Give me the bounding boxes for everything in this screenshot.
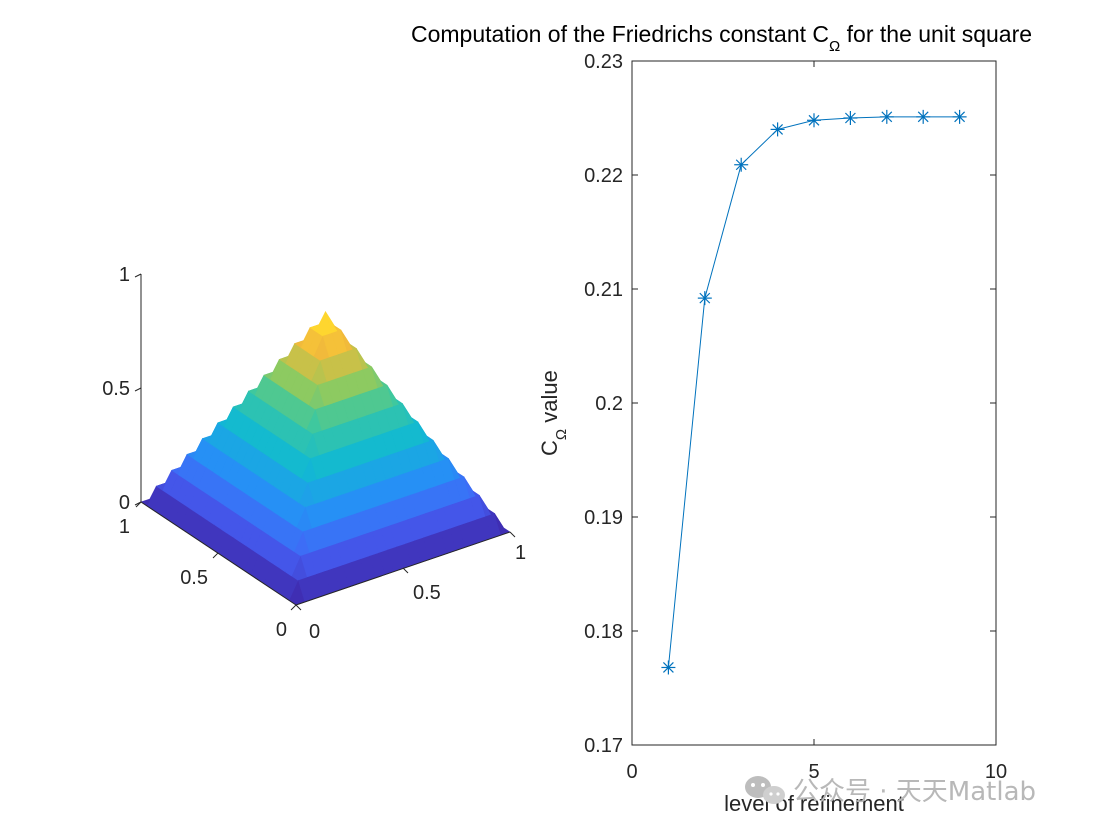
z-tick-mark	[134, 387, 142, 392]
y-axis-label-main: C	[537, 440, 562, 456]
x-tick-label: 0	[626, 761, 637, 783]
chart-title: Computation of the Friedrichs constant C…	[411, 21, 1032, 55]
chart-title-subscript: Ω	[829, 38, 840, 55]
data-point-marker	[734, 157, 749, 172]
data-point-marker	[843, 111, 858, 125]
surface-facets	[140, 310, 511, 606]
y-tick-label: 0.22	[584, 165, 623, 187]
data-point-marker	[697, 291, 712, 306]
marker-stroke	[699, 292, 711, 304]
marker-stroke	[954, 111, 966, 123]
y-tick-label: 0	[276, 619, 287, 641]
y-tick-label: 0.21	[584, 279, 623, 301]
surface-plot: 0 0.5 1 0 0.5 1 1 0.5 0	[102, 264, 526, 643]
marker-stroke	[735, 159, 747, 171]
y-tick-label: 1	[119, 516, 130, 538]
marker-stroke	[844, 112, 856, 124]
y-tick-label: 0.19	[584, 507, 623, 529]
y-tick-label: 0.2	[595, 393, 623, 415]
y-tick-mark	[290, 604, 297, 611]
x-tick-mark	[509, 531, 516, 538]
series-group	[661, 109, 967, 675]
z-tick-label: 1	[119, 264, 130, 286]
x-tick-label: 5	[808, 761, 819, 783]
y-tick-label: 0.5	[180, 567, 208, 589]
x-tick-label: 10	[985, 761, 1007, 783]
marker-stroke	[881, 111, 893, 123]
marker-stroke	[917, 111, 929, 123]
data-point-marker	[916, 109, 931, 124]
y-tick-label: 0.18	[584, 621, 623, 643]
y-axis-label-subscript: Ω	[553, 429, 570, 440]
y-tick-label: 0.17	[584, 735, 623, 757]
y-tick-label: 0.23	[584, 51, 623, 73]
x-tick-label: 1	[515, 542, 526, 564]
x-ticks: 0 5 10	[626, 61, 1007, 783]
marker-stroke	[772, 123, 784, 135]
data-point-marker	[770, 122, 785, 137]
z-tick-label: 0	[119, 492, 130, 514]
marker-stroke	[808, 114, 820, 126]
data-point-marker	[661, 660, 676, 675]
y-tick-mark	[212, 552, 219, 559]
watermark-text: 公众号 · 天天Matlab	[793, 777, 1036, 807]
x-tick-label: 0.5	[413, 582, 441, 604]
data-point-marker	[879, 109, 894, 124]
y-ticks: 0.17 0.18 0.19 0.2 0.21 0.22 0.23	[584, 51, 996, 757]
wechat-icon	[745, 776, 785, 804]
marker-stroke	[662, 662, 674, 673]
x-tick-mark	[295, 604, 302, 611]
x-tick-mark	[402, 567, 409, 574]
data-point-marker	[807, 113, 821, 128]
plot-area	[631, 60, 997, 746]
y-axis-label: CΩ value	[537, 370, 570, 456]
y-axis-label-tail: value	[537, 370, 562, 429]
line-plot: 0.17 0.18 0.19 0.2 0.21 0.22 0.23 0 5 10 Computa…	[411, 21, 1032, 816]
y-base-axis-line	[140, 501, 297, 606]
chart-title-main: Computation of the Friedrichs constant C	[411, 21, 829, 47]
z-tick-mark	[134, 273, 142, 278]
y-tick-mark	[135, 501, 142, 508]
z-tick-label: 0.5	[102, 378, 130, 400]
data-point-marker	[952, 109, 967, 124]
x-tick-label: 0	[309, 621, 320, 643]
chart-title-tail: for the unit square	[840, 21, 1032, 47]
watermark: 公众号 · 天天Matlab	[745, 776, 1036, 807]
